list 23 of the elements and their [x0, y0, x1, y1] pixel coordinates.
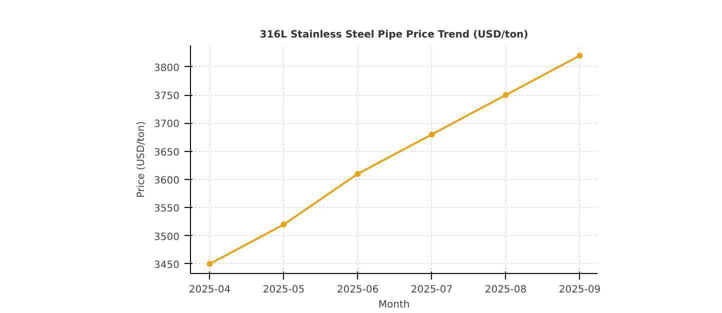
point — [576, 52, 583, 59]
y-tick-label: 3600 — [154, 175, 180, 186]
chart-title: 316L Stainless Steel Pipe Price Trend (USD/ton) — [260, 30, 528, 40]
y-tick-label: 3650 — [154, 147, 180, 158]
y-tick-label: 3450 — [154, 260, 180, 271]
x-tick-label: 2025-04 — [188, 284, 231, 296]
point — [502, 92, 509, 98]
point — [354, 170, 361, 177]
point — [206, 260, 213, 267]
y-tick-label: 3800 — [154, 62, 180, 74]
y-tick-label: 3550 — [154, 204, 180, 215]
x-tick-label: 2025-05 — [262, 284, 305, 296]
x-tick-label: 2025-06 — [336, 284, 379, 296]
y-axis-title: Price (USD/ton) — [136, 121, 148, 198]
y-tick-label: 3700 — [154, 119, 180, 130]
x-axis-title: Month — [378, 300, 410, 310]
y-tick-label: 3500 — [154, 232, 180, 243]
y-tick-label: 3750 — [154, 91, 180, 102]
point — [428, 131, 435, 138]
x-tick-label: 2025-07 — [410, 284, 453, 296]
point — [280, 222, 287, 228]
x-tick-label: 2025-08 — [484, 284, 527, 296]
x-tick-label: 2025-09 — [558, 284, 601, 296]
